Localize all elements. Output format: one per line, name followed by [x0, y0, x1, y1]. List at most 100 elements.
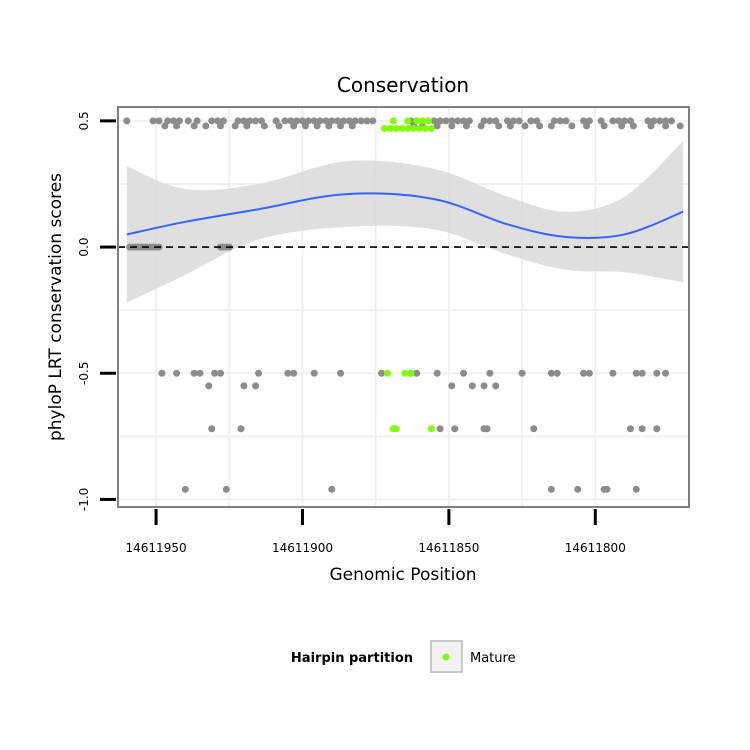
data-point [492, 117, 500, 125]
data-point [436, 117, 444, 125]
legend-title: Hairpin partition [291, 651, 413, 666]
data-point [208, 425, 216, 433]
data-point [656, 117, 664, 125]
data-point [173, 369, 181, 377]
data-point [451, 425, 459, 433]
data-point [509, 117, 517, 125]
data-point [638, 369, 646, 377]
x-tick-label: 14611900 [272, 541, 333, 555]
data-point [603, 485, 611, 493]
data-point [550, 117, 558, 125]
data-point [158, 369, 166, 377]
data-point [190, 369, 198, 377]
series-mature [380, 117, 435, 433]
data-point [219, 117, 227, 125]
data-point [454, 117, 462, 125]
x-tick-label: 14611850 [418, 541, 479, 555]
data-point [609, 369, 617, 377]
data-point [600, 122, 608, 130]
data-point [506, 122, 514, 130]
data-point [486, 117, 494, 125]
panel-border [117, 106, 690, 508]
data-point [585, 369, 593, 377]
data-point [378, 369, 386, 377]
data-point [216, 369, 224, 377]
y-axis-title: phyloP LRT conservation scores [46, 173, 66, 441]
data-point [208, 117, 216, 125]
data-point [301, 122, 309, 130]
data-point [260, 122, 268, 130]
data-point [480, 382, 488, 390]
data-point [337, 122, 345, 130]
data-point [325, 122, 333, 130]
data-point [653, 425, 661, 433]
data-point [442, 117, 450, 125]
data-point [401, 369, 409, 377]
y-tick-label: 0.5 [77, 111, 91, 130]
data-point [547, 122, 555, 130]
chart-title: Conservation [337, 73, 469, 97]
data-point [468, 382, 476, 390]
data-point [530, 425, 538, 433]
data-point [626, 117, 634, 125]
data-point [170, 117, 178, 125]
data-point [653, 369, 661, 377]
data-point [252, 117, 260, 125]
data-point [255, 369, 263, 377]
data-point [647, 122, 655, 130]
data-point [662, 117, 670, 125]
data-point [281, 117, 289, 125]
data-point [638, 425, 646, 433]
data-point [155, 117, 163, 125]
data-point [351, 117, 359, 125]
data-point [433, 122, 441, 130]
data-point [580, 117, 588, 125]
data-point [662, 369, 670, 377]
data-point [486, 369, 494, 377]
data-point [196, 369, 204, 377]
data-point [164, 117, 172, 125]
data-point [237, 425, 245, 433]
data-point [246, 117, 254, 125]
data-point [214, 117, 222, 125]
data-point [597, 117, 605, 125]
data-point [419, 117, 427, 125]
data-point [448, 382, 456, 390]
data-point [293, 117, 301, 125]
data-point [389, 117, 397, 125]
data-point [421, 124, 429, 132]
series-other [123, 117, 684, 493]
x-axis-title: Genomic Position [329, 565, 476, 585]
data-point [410, 124, 418, 132]
data-point [173, 122, 181, 130]
data-point [386, 124, 394, 132]
data-point [243, 122, 251, 130]
data-point [465, 117, 473, 125]
data-point [257, 117, 265, 125]
y-axis: -1.0 -0.5 0.0 0.5 [77, 111, 116, 511]
data-point [240, 382, 248, 390]
data-point [216, 122, 224, 130]
y-tick-label: 0.0 [77, 238, 91, 257]
data-point [252, 382, 260, 390]
data-point [662, 122, 670, 130]
data-point [436, 425, 444, 433]
x-tick-label: 14611800 [565, 541, 626, 555]
data-point [667, 117, 675, 125]
data-point [527, 117, 535, 125]
data-point [284, 369, 292, 377]
data-point [583, 122, 591, 130]
data-point [193, 117, 201, 125]
data-point [615, 117, 623, 125]
data-point [211, 369, 219, 377]
data-point [433, 369, 441, 377]
data-point [231, 122, 239, 130]
data-point [416, 124, 424, 132]
data-point [460, 369, 468, 377]
x-tick-label: 14611950 [126, 541, 187, 555]
data-point [580, 369, 588, 377]
data-point [404, 124, 412, 132]
data-point [404, 117, 412, 125]
confidence-band [126, 141, 684, 303]
data-point [348, 122, 356, 130]
